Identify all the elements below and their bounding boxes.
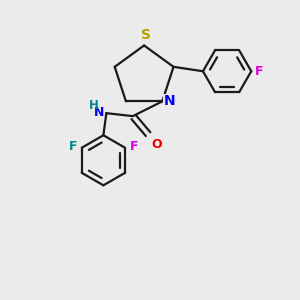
Text: F: F [255, 65, 263, 78]
Text: N: N [164, 94, 176, 108]
Text: H: H [89, 99, 99, 112]
Text: F: F [69, 140, 77, 153]
Text: S: S [141, 28, 151, 42]
Text: N: N [94, 106, 104, 119]
Text: O: O [152, 138, 162, 151]
Text: F: F [130, 140, 138, 153]
